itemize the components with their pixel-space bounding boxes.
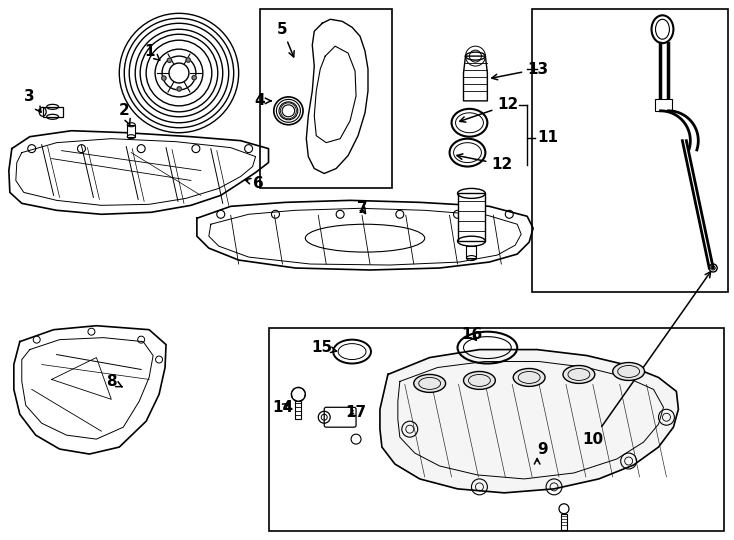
Ellipse shape bbox=[563, 366, 595, 383]
Bar bbox=[532, 9, 728, 292]
Bar bbox=[269, 328, 724, 531]
Text: 11: 11 bbox=[537, 130, 558, 145]
Circle shape bbox=[192, 76, 197, 80]
Bar bbox=[561, 514, 567, 530]
Text: 3: 3 bbox=[24, 90, 41, 112]
Circle shape bbox=[177, 87, 181, 91]
Bar bbox=[467, 246, 476, 258]
Text: 4: 4 bbox=[254, 93, 271, 109]
Bar bbox=[43, 107, 62, 117]
Text: 1: 1 bbox=[144, 44, 160, 60]
Text: 7: 7 bbox=[357, 201, 367, 216]
Ellipse shape bbox=[613, 362, 644, 380]
Polygon shape bbox=[380, 349, 678, 493]
FancyBboxPatch shape bbox=[324, 407, 356, 427]
Ellipse shape bbox=[463, 372, 495, 389]
Text: 6: 6 bbox=[245, 176, 264, 191]
Text: 10: 10 bbox=[582, 272, 711, 447]
Text: 8: 8 bbox=[106, 374, 122, 389]
Text: 13: 13 bbox=[492, 62, 548, 80]
Circle shape bbox=[186, 58, 190, 62]
Circle shape bbox=[161, 76, 166, 80]
Bar bbox=[457, 193, 485, 241]
Bar bbox=[655, 99, 672, 111]
Text: 15: 15 bbox=[312, 340, 337, 355]
Text: 17: 17 bbox=[346, 405, 366, 420]
Circle shape bbox=[167, 58, 172, 63]
Ellipse shape bbox=[414, 374, 446, 393]
Text: 9: 9 bbox=[537, 442, 548, 457]
Bar bbox=[260, 9, 392, 188]
Text: 16: 16 bbox=[461, 327, 482, 342]
Text: 5: 5 bbox=[277, 22, 294, 57]
Text: 2: 2 bbox=[119, 103, 130, 125]
Text: 12: 12 bbox=[459, 97, 519, 122]
Text: 12: 12 bbox=[457, 154, 512, 172]
Bar bbox=[295, 401, 302, 419]
Ellipse shape bbox=[513, 368, 545, 387]
Bar bbox=[127, 125, 135, 137]
Text: 14: 14 bbox=[272, 400, 293, 415]
